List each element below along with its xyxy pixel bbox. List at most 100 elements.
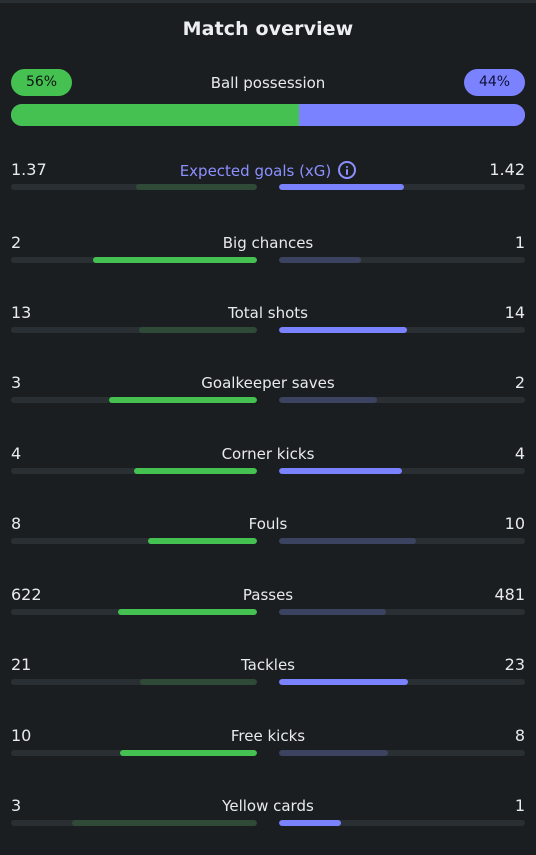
possession-label: Ball possession <box>210 74 326 92</box>
section-title: Match overview <box>182 18 354 40</box>
stat-row: 10 Free kicks 8 <box>11 726 525 766</box>
stat-name-label: Yellow cards <box>222 797 314 815</box>
away-stat-track <box>279 750 525 756</box>
stat-row: 2 Big chances 1 <box>11 233 525 273</box>
away-stat-track <box>279 679 525 685</box>
away-stat-value: 2 <box>514 373 525 392</box>
home-stat-fill <box>120 750 257 756</box>
stat-name: Total shots <box>11 304 525 322</box>
away-stat-fill <box>279 609 386 615</box>
stat-name: Tackles <box>11 656 525 674</box>
stat-name-label: Free kicks <box>230 727 306 745</box>
away-stat-value: 23 <box>504 655 525 674</box>
away-stat-fill <box>279 820 341 826</box>
stat-row: 3 Yellow cards 1 <box>11 796 525 836</box>
away-stat-value: 4 <box>514 444 525 463</box>
stat-name: Yellow cards <box>11 797 525 815</box>
stat-row: 4 Corner kicks 4 <box>11 444 525 484</box>
away-stat-track <box>279 468 525 474</box>
home-stat-value: 13 <box>11 303 32 322</box>
away-stat-fill <box>279 327 407 333</box>
away-stat-track <box>279 184 525 190</box>
away-stat-fill <box>279 468 402 474</box>
top-divider <box>0 0 536 3</box>
away-stat-track <box>279 257 525 263</box>
info-icon[interactable] <box>338 161 357 179</box>
home-stat-track <box>11 750 257 756</box>
away-stat-track <box>279 609 525 615</box>
stat-name-label: Fouls <box>248 515 288 533</box>
stat-name-label: Tackles <box>240 656 296 674</box>
home-stat-fill <box>72 820 257 826</box>
possession-header: 56% Ball possession 44% <box>11 69 525 97</box>
away-stat-value: 8 <box>514 726 525 745</box>
home-stat-fill <box>136 184 257 190</box>
stat-name: Passes <box>11 586 525 604</box>
away-stat-value: 1 <box>514 796 525 815</box>
home-possession-badge: 56% <box>11 69 72 96</box>
stat-name-label: Passes <box>242 586 294 604</box>
stat-row: 13 Total shots 14 <box>11 303 525 343</box>
home-stat-track <box>11 538 257 544</box>
away-stat-value: 10 <box>504 514 525 533</box>
home-stat-fill <box>148 538 257 544</box>
away-possession-fill <box>299 104 525 126</box>
away-stat-track <box>279 820 525 826</box>
stat-name: Free kicks <box>11 727 525 745</box>
home-stat-fill <box>118 609 257 615</box>
stat-name: Big chances <box>11 234 525 252</box>
home-stat-track <box>11 327 257 333</box>
stat-name[interactable]: Expected goals (xG) <box>11 161 525 180</box>
stat-name: Goalkeeper saves <box>11 374 525 392</box>
away-stat-fill <box>279 538 416 544</box>
home-stat-fill <box>139 327 257 333</box>
away-stat-value: 481 <box>494 585 525 604</box>
home-stat-track <box>11 184 257 190</box>
home-stat-value: 1.37 <box>11 160 47 179</box>
home-stat-track <box>11 679 257 685</box>
stat-name-label: Expected goals (xG) <box>179 162 332 180</box>
away-stat-value: 1 <box>514 233 525 252</box>
home-stat-fill <box>134 468 257 474</box>
home-stat-value: 10 <box>11 726 32 745</box>
home-stat-value: 2 <box>11 233 22 252</box>
away-stat-fill <box>279 750 388 756</box>
stat-name-label: Corner kicks <box>221 445 315 463</box>
stat-name-label: Goalkeeper saves <box>201 374 335 392</box>
away-stat-fill <box>279 679 408 685</box>
stat-name: Fouls <box>11 515 525 533</box>
possession-bar <box>11 104 525 126</box>
home-possession-fill <box>11 104 299 126</box>
home-stat-value: 3 <box>11 373 22 392</box>
stat-row: 21 Tackles 23 <box>11 655 525 695</box>
home-stat-track <box>11 468 257 474</box>
away-stat-track <box>279 397 525 403</box>
away-stat-value: 14 <box>504 303 525 322</box>
stat-name: Corner kicks <box>11 445 525 463</box>
stat-row: 1.37 Expected goals (xG) 1.42 <box>11 160 525 200</box>
home-stat-track <box>11 820 257 826</box>
home-stat-value: 8 <box>11 514 22 533</box>
stat-name-label: Total shots <box>228 304 308 322</box>
stat-name-label: Big chances <box>222 234 314 252</box>
stat-row: 622 Passes 481 <box>11 585 525 625</box>
home-stat-fill <box>109 397 257 403</box>
away-stat-track <box>279 538 525 544</box>
home-stat-track <box>11 609 257 615</box>
home-stat-track <box>11 257 257 263</box>
home-stat-value: 622 <box>11 585 42 604</box>
away-possession-badge: 44% <box>464 69 525 96</box>
home-stat-track <box>11 397 257 403</box>
away-stat-track <box>279 327 525 333</box>
home-stat-fill <box>140 679 257 685</box>
home-stat-value: 4 <box>11 444 22 463</box>
away-stat-fill <box>279 184 404 190</box>
home-stat-fill <box>93 257 257 263</box>
away-stat-fill <box>279 257 361 263</box>
home-stat-value: 21 <box>11 655 32 674</box>
away-stat-value: 1.42 <box>489 160 525 179</box>
away-stat-fill <box>279 397 377 403</box>
home-stat-value: 3 <box>11 796 22 815</box>
stat-row: 3 Goalkeeper saves 2 <box>11 373 525 413</box>
stat-row: 8 Fouls 10 <box>11 514 525 554</box>
